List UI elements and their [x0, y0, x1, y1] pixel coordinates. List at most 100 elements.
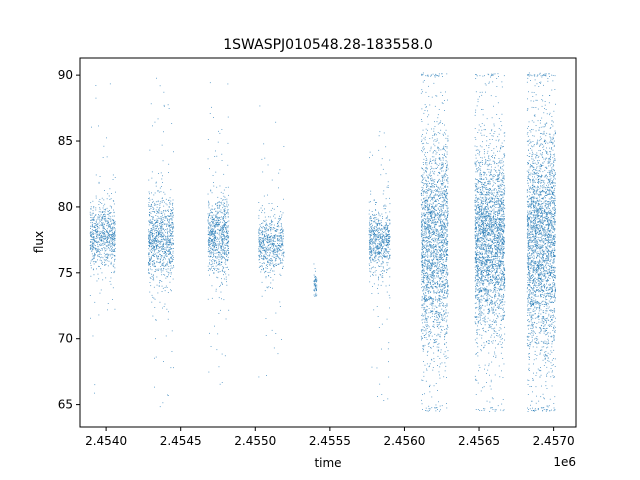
data-point — [173, 236, 174, 237]
data-point — [262, 233, 263, 234]
data-point — [218, 229, 219, 230]
data-point — [103, 234, 104, 235]
data-point — [378, 248, 379, 249]
data-point — [213, 186, 214, 187]
data-point — [208, 217, 209, 218]
data-point — [435, 283, 436, 284]
data-point — [380, 256, 381, 257]
data-point — [431, 148, 432, 149]
data-point — [260, 254, 261, 255]
data-point — [258, 215, 259, 216]
data-point — [169, 232, 170, 233]
data-point — [110, 224, 111, 225]
data-point — [433, 181, 434, 182]
data-point — [228, 205, 229, 206]
data-point — [90, 295, 91, 296]
data-point — [219, 263, 220, 264]
data-point — [151, 240, 152, 241]
data-point — [153, 235, 154, 236]
data-point — [152, 237, 153, 238]
data-point — [445, 312, 446, 313]
data-point — [443, 237, 444, 238]
data-point — [441, 241, 442, 242]
data-point — [156, 261, 157, 262]
data-point — [214, 226, 215, 227]
data-point — [273, 253, 274, 254]
data-point — [215, 236, 216, 237]
data-point — [373, 250, 374, 251]
data-point — [427, 280, 428, 281]
data-point — [426, 160, 427, 161]
data-point — [153, 278, 154, 279]
data-point — [271, 236, 272, 237]
data-point — [383, 400, 384, 401]
data-point — [424, 191, 425, 192]
data-point — [433, 229, 434, 230]
data-point — [383, 241, 384, 242]
data-point — [373, 252, 374, 253]
data-point — [159, 243, 160, 244]
data-point — [214, 209, 215, 210]
data-point — [434, 174, 435, 175]
data-point — [115, 192, 116, 193]
data-point — [159, 210, 160, 211]
data-point — [92, 201, 93, 202]
data-point — [432, 137, 433, 138]
data-point — [277, 251, 278, 252]
data-point — [266, 335, 267, 336]
data-point — [158, 252, 159, 253]
data-point — [100, 240, 101, 241]
data-point — [113, 223, 114, 224]
data-point — [375, 254, 376, 255]
data-point — [171, 258, 172, 259]
data-point — [262, 248, 263, 249]
data-point — [426, 160, 427, 161]
data-point — [441, 165, 442, 166]
data-point — [171, 290, 172, 291]
data-point — [426, 203, 427, 204]
data-point — [447, 210, 448, 211]
data-point — [433, 192, 434, 193]
data-point — [258, 239, 259, 240]
data-point — [210, 190, 211, 191]
data-point — [152, 125, 153, 126]
data-point — [447, 225, 448, 226]
data-point — [209, 204, 210, 205]
data-point — [269, 224, 270, 225]
data-point — [218, 224, 219, 225]
data-point — [211, 253, 212, 254]
data-point — [446, 236, 447, 237]
data-point — [431, 262, 432, 263]
data-point — [374, 226, 375, 227]
data-point — [173, 279, 174, 280]
data-point — [439, 173, 440, 174]
data-point — [223, 204, 224, 205]
data-point — [108, 245, 109, 246]
data-point — [167, 276, 168, 277]
data-point — [209, 168, 210, 169]
data-point — [388, 342, 389, 343]
data-point — [437, 204, 438, 205]
data-point — [163, 192, 164, 193]
data-point — [373, 228, 374, 229]
data-point — [157, 225, 158, 226]
data-point — [98, 248, 99, 249]
data-point — [90, 228, 91, 229]
data-point — [222, 257, 223, 258]
data-point — [439, 210, 440, 211]
data-point — [269, 255, 270, 256]
data-point — [109, 216, 110, 217]
data-point — [423, 248, 424, 249]
data-point — [157, 236, 158, 237]
data-point — [439, 233, 440, 234]
data-point — [211, 260, 212, 261]
data-point — [149, 198, 150, 199]
data-point — [268, 216, 269, 217]
data-point — [99, 219, 100, 220]
data-point — [168, 226, 169, 227]
data-point — [152, 240, 153, 241]
data-point — [269, 256, 270, 257]
data-point — [217, 277, 218, 278]
data-point — [152, 248, 153, 249]
data-point — [107, 257, 108, 258]
